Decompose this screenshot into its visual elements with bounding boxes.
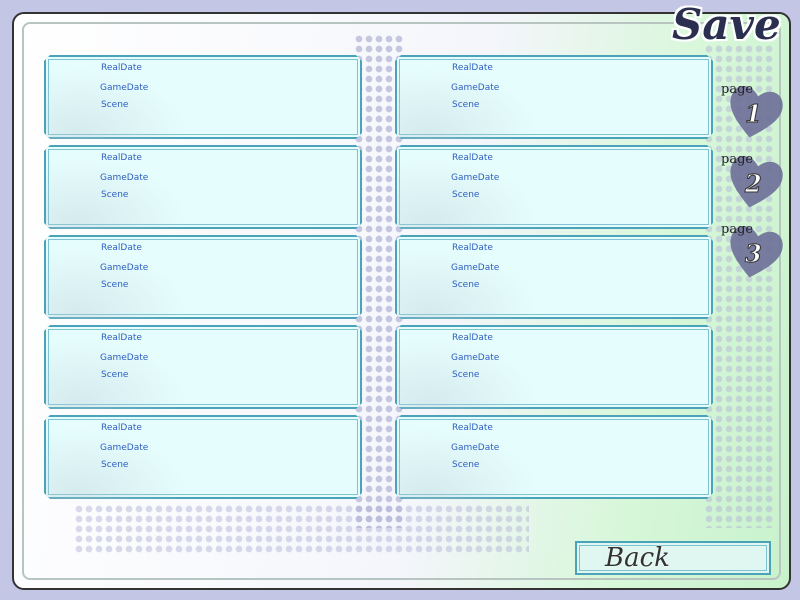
slot-decoration — [397, 417, 557, 501]
game-date: GameDate — [100, 173, 149, 183]
dot-pattern — [74, 504, 529, 554]
real-date: RealDate — [101, 63, 142, 73]
game-date: GameDate — [100, 353, 149, 363]
heart-icon — [730, 156, 783, 208]
slot-decoration — [397, 327, 557, 411]
real-date: RealDate — [452, 423, 493, 433]
scene: Scene — [452, 370, 480, 380]
save-slot[interactable]: RealDate GameDate Scene — [44, 55, 362, 139]
real-date: RealDate — [101, 423, 142, 433]
scene: Scene — [101, 370, 129, 380]
real-date: RealDate — [452, 63, 493, 73]
save-slot[interactable]: RealDate GameDate Scene — [395, 55, 713, 139]
save-slot[interactable]: RealDate GameDate Scene — [395, 235, 713, 319]
scene: Scene — [101, 190, 129, 200]
page-number: 1 — [745, 99, 763, 128]
slot-decoration — [397, 147, 557, 231]
real-date: RealDate — [101, 153, 142, 163]
page-button-3[interactable]: page 3 — [721, 222, 785, 284]
game-date: GameDate — [100, 443, 149, 453]
game-date: GameDate — [451, 443, 500, 453]
slot-decoration — [46, 417, 206, 501]
slot-decoration — [46, 237, 206, 321]
game-date: GameDate — [451, 263, 500, 273]
game-date: GameDate — [100, 263, 149, 273]
slot-decoration — [46, 327, 206, 411]
save-slot[interactable]: RealDate GameDate Scene — [44, 235, 362, 319]
save-slot[interactable]: RealDate GameDate Scene — [395, 325, 713, 409]
real-date: RealDate — [452, 153, 493, 163]
slot-decoration — [46, 57, 206, 141]
scene: Scene — [101, 460, 129, 470]
scene: Scene — [452, 280, 480, 290]
page-label: page — [721, 82, 754, 97]
heart-icon — [730, 226, 783, 278]
inner-border — [22, 22, 781, 580]
slot-decoration — [46, 147, 206, 231]
back-label: Back — [605, 543, 670, 573]
game-date: GameDate — [451, 83, 500, 93]
scene: Scene — [452, 100, 480, 110]
game-date: GameDate — [100, 83, 149, 93]
save-slot[interactable]: RealDate GameDate Scene — [395, 145, 713, 229]
real-date: RealDate — [101, 243, 142, 253]
save-slot[interactable]: RealDate GameDate Scene — [44, 325, 362, 409]
page-label: page — [721, 222, 754, 237]
save-slot[interactable]: RealDate GameDate Scene — [395, 415, 713, 499]
real-date: RealDate — [452, 243, 493, 253]
screen-title: Save — [672, 0, 781, 49]
slot-decoration — [397, 57, 557, 141]
page-button-1[interactable]: page 1 — [721, 82, 785, 144]
page-number: 2 — [745, 169, 763, 198]
page-label: page — [721, 152, 754, 167]
real-date: RealDate — [101, 333, 142, 343]
heart-icon — [730, 86, 783, 138]
game-date: GameDate — [451, 353, 500, 363]
scene: Scene — [452, 460, 480, 470]
save-slot[interactable]: RealDate GameDate Scene — [44, 145, 362, 229]
scene: Scene — [101, 280, 129, 290]
real-date: RealDate — [452, 333, 493, 343]
slot-decoration — [397, 237, 557, 321]
back-button[interactable]: Back — [575, 541, 771, 575]
scene: Scene — [452, 190, 480, 200]
page-number: 3 — [745, 239, 763, 268]
scene: Scene — [101, 100, 129, 110]
save-slot[interactable]: RealDate GameDate Scene — [44, 415, 362, 499]
page-button-2[interactable]: page 2 — [721, 152, 785, 214]
game-date: GameDate — [451, 173, 500, 183]
